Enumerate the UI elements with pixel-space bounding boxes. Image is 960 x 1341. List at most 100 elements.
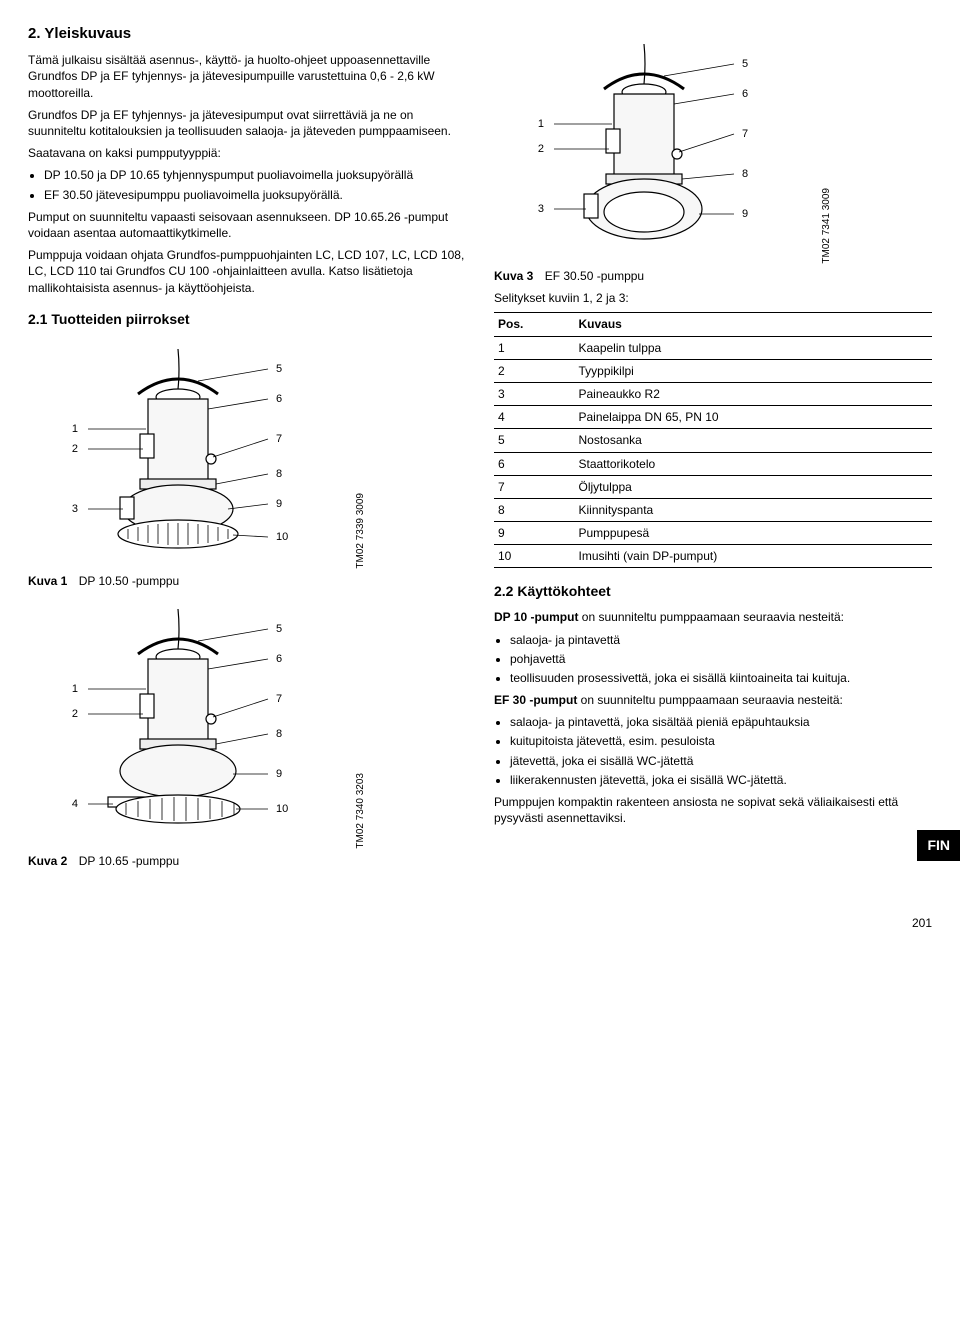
callout-label: 1 [538,118,544,130]
table-cell-pos: 3 [494,382,574,405]
figure-tm-code: TM02 7339 3009 [354,493,368,569]
figure-2: 1 2 4 5 6 7 8 9 10 TM02 7340 3203 Kuva 2… [28,599,466,869]
table-row: 7Öljytulppa [494,475,932,498]
table-cell-desc: Paineaukko R2 [574,382,932,405]
table-row: 8Kiinnityspanta [494,498,932,521]
list-item: salaoja- ja pintavettä [510,632,932,648]
table-cell-pos: 6 [494,452,574,475]
callout-label: 1 [72,423,78,435]
table-cell-pos: 2 [494,359,574,382]
figure-caption-text: DP 10.65 -pumppu [79,854,180,868]
table-cell-desc: Staattorikotelo [574,452,932,475]
callout-label: 5 [276,623,282,635]
callout-label: 7 [276,693,282,705]
callout-label: 6 [276,653,282,665]
body-text: Saatavana on kaksi pumpputyyppiä: [28,145,466,161]
table-row: 4Painelaippa DN 65, PN 10 [494,406,932,429]
table-cell-desc: Painelaippa DN 65, PN 10 [574,406,932,429]
list-item: salaoja- ja pintavettä, joka sisältää pi… [510,714,932,730]
callout-label: 7 [742,128,748,140]
callout-label: 7 [276,433,282,445]
ef-applications-list: salaoja- ja pintavettä, joka sisältää pi… [494,714,932,788]
body-text-inline: on suunniteltu pumppaamaan seuraavia nes… [577,693,843,707]
body-text: EF 30 -pumput on suunniteltu pumppaamaan… [494,692,932,708]
callout-label: 1 [72,683,78,695]
table-cell-pos: 9 [494,522,574,545]
callout-label: 3 [538,203,544,215]
callout-label: 10 [276,803,288,815]
pump-series-name: DP 10 -pumput [494,610,578,624]
subsection-heading: 2.1 Tuotteiden piirrokset [28,310,466,329]
list-item: jätevettä, joka ei sisällä WC-jätettä [510,753,932,769]
table-row: 1Kaapelin tulppa [494,336,932,359]
callout-label: 9 [742,208,748,220]
table-cell-desc: Pumppupesä [574,522,932,545]
callout-label: 6 [742,88,748,100]
table-cell-pos: 5 [494,429,574,452]
callout-label: 2 [72,708,78,720]
callout-label: 5 [276,363,282,375]
body-text: Pumppuja voidaan ohjata Grundfos-pumppuo… [28,247,466,296]
table-cell-desc: Kiinnityspanta [574,498,932,521]
figure-caption-text: DP 10.50 -pumppu [79,574,180,588]
body-text-inline: on suunniteltu pumppaamaan seuraavia nes… [578,610,844,624]
dp-applications-list: salaoja- ja pintavettä pohjavettä teolli… [494,632,932,687]
body-text: Grundfos DP ja EF tyhjennys- ja jätevesi… [28,107,466,139]
table-row: 5Nostosanka [494,429,932,452]
pump-series-name: EF 30 -pumput [494,693,577,707]
table-row: 2Tyyppikilpi [494,359,932,382]
table-cell-desc: Kaapelin tulppa [574,336,932,359]
callout-label: 3 [72,503,78,515]
table-header-pos: Pos. [494,313,574,336]
table-cell-pos: 10 [494,545,574,568]
table-cell-pos: 1 [494,336,574,359]
table-row: 6Staattorikotelo [494,452,932,475]
section-heading: 2. Yleiskuvaus [28,24,466,44]
list-item: EF 30.50 jätevesipumppu puoliavoimella j… [44,187,466,203]
table-cell-desc: Imusihti (vain DP-pumput) [574,545,932,568]
callout-label: 8 [742,168,748,180]
legend-intro: Selitykset kuviin 1, 2 ja 3: [494,290,932,306]
callout-label: 2 [538,143,544,155]
list-item: teollisuuden prosessivettä, joka ei sisä… [510,670,932,686]
list-item: kuitupitoista jätevettä, esim. pesuloist… [510,733,932,749]
figure-label: Kuva 1 [28,574,67,588]
body-text: Pumput on suunniteltu vapaasti seisovaan… [28,209,466,241]
table-cell-pos: 4 [494,406,574,429]
pump-drawing-ef3050: 1 2 3 5 6 7 8 9 [494,34,814,264]
table-row: 3Paineaukko R2 [494,382,932,405]
callout-label: 4 [72,798,78,810]
list-item: pohjavettä [510,651,932,667]
figure-label: Kuva 3 [494,269,533,283]
body-text: Tämä julkaisu sisältää asennus-, käyttö-… [28,52,466,101]
callout-label: 9 [276,768,282,780]
figure-3: 1 2 3 5 6 7 8 9 TM02 7341 3009 Kuva 3 EF… [494,34,932,284]
page-number: 201 [28,915,932,931]
table-cell-pos: 7 [494,475,574,498]
table-cell-desc: Öljytulppa [574,475,932,498]
list-item: liikerakennusten jätevettä, joka ei sisä… [510,772,932,788]
language-tab: FIN [917,830,960,861]
figure-label: Kuva 2 [28,854,67,868]
callout-label: 8 [276,468,282,480]
figure-tm-code: TM02 7341 3009 [820,188,834,264]
callout-label: 6 [276,393,282,405]
list-item: DP 10.50 ja DP 10.65 tyhjennyspumput puo… [44,167,466,183]
figure-caption-text: EF 30.50 -pumppu [545,269,644,283]
table-cell-pos: 8 [494,498,574,521]
table-header-desc: Kuvaus [574,313,932,336]
figure-tm-code: TM02 7340 3203 [354,773,368,849]
pump-drawing-dp1050: 1 2 3 5 6 7 8 9 10 [28,339,348,569]
table-row: 9Pumppupesä [494,522,932,545]
table-row: 10Imusihti (vain DP-pumput) [494,545,932,568]
body-text: Pumppujen kompaktin rakenteen ansiosta n… [494,794,932,826]
table-cell-desc: Nostosanka [574,429,932,452]
callout-label: 5 [742,58,748,70]
callout-label: 10 [276,531,288,543]
callout-label: 8 [276,728,282,740]
callout-label: 9 [276,498,282,510]
pump-type-list: DP 10.50 ja DP 10.65 tyhjennyspumput puo… [28,167,466,202]
legend-table: Pos. Kuvaus 1Kaapelin tulppa2Tyyppikilpi… [494,312,932,568]
pump-drawing-dp1065: 1 2 4 5 6 7 8 9 10 [28,599,348,849]
body-text: DP 10 -pumput on suunniteltu pumppaamaan… [494,609,932,625]
